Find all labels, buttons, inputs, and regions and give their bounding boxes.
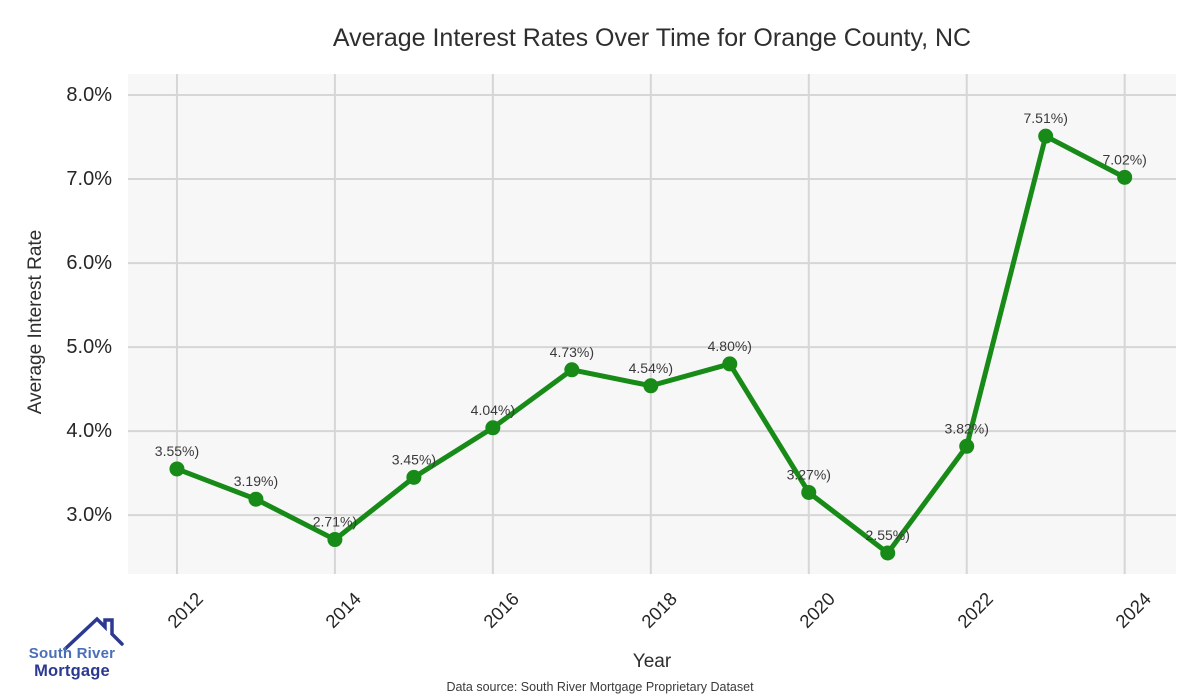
plot-area: 3.55%) 3.19%) 2.71%) 3.45%) 4.04%) 4.73%) 4.54… (128, 74, 1176, 574)
data-point-marker (564, 362, 580, 378)
data-point-marker (643, 378, 659, 394)
x-tick-label: 2018 (636, 588, 681, 632)
data-point-marker (722, 356, 738, 372)
y-axis-label: Average Interest Rate (25, 229, 46, 415)
x-tick-label: 2020 (794, 588, 839, 632)
data-point-label: 4.80%) (708, 338, 752, 354)
y-tick-label: 6.0% (66, 252, 112, 275)
data-point-marker (248, 491, 264, 507)
data-point-marker (485, 420, 501, 436)
data-point-label: 7.02%) (1102, 151, 1146, 167)
house-roof-icon (63, 616, 124, 651)
data-point-marker (880, 545, 896, 561)
x-tick-label: 2014 (320, 588, 365, 632)
x-tick-label: 2022 (952, 588, 997, 632)
data-point-label: 4.73%) (550, 344, 594, 360)
data-point-label: 3.45%) (392, 451, 436, 467)
y-tick-label: 4.0% (66, 420, 112, 443)
data-point-label: 4.54%) (629, 360, 673, 376)
data-source-note: Data source: South River Mortgage Propri… (446, 680, 754, 694)
y-tick-label: 3.0% (66, 504, 112, 527)
data-point-label: 3.19%) (234, 473, 278, 489)
x-tick-label: 2024 (1110, 588, 1155, 632)
y-tick-label: 8.0% (66, 84, 112, 106)
data-point-label: 7.51%) (1024, 110, 1068, 126)
south-river-mortgage-logo: South River Mortgage (8, 612, 138, 692)
data-point-marker (959, 438, 975, 454)
data-point-label: 4.04%) (471, 402, 515, 418)
line-chart-canvas: 3.55%) 3.19%) 2.71%) 3.45%) 4.04%) 4.73%) 4.54… (128, 74, 1176, 574)
data-point-label: 3.55%) (155, 443, 199, 459)
chart-title: Average Interest Rates Over Time for Ora… (332, 24, 972, 52)
data-point-marker (1117, 169, 1133, 185)
x-tick-label: 2016 (478, 588, 523, 632)
y-tick-label: 5.0% (66, 336, 112, 359)
data-point-marker (169, 461, 185, 477)
data-point-label: 3.82%) (945, 420, 989, 436)
data-point-label: 3.27%) (787, 466, 831, 482)
data-point-marker (1038, 128, 1054, 144)
x-tick-label: 2012 (162, 588, 207, 632)
data-point-label: 2.55%) (866, 527, 910, 543)
data-point-label: 2.71%) (313, 514, 357, 530)
y-tick-label: 7.0% (66, 168, 112, 191)
logo-text-line1: South River (28, 645, 116, 662)
data-point-marker (406, 469, 422, 485)
data-point-marker (327, 532, 343, 548)
data-point-marker (801, 484, 817, 500)
x-axis-label: Year (632, 651, 672, 672)
logo-text-line2: Mortgage (34, 662, 110, 680)
